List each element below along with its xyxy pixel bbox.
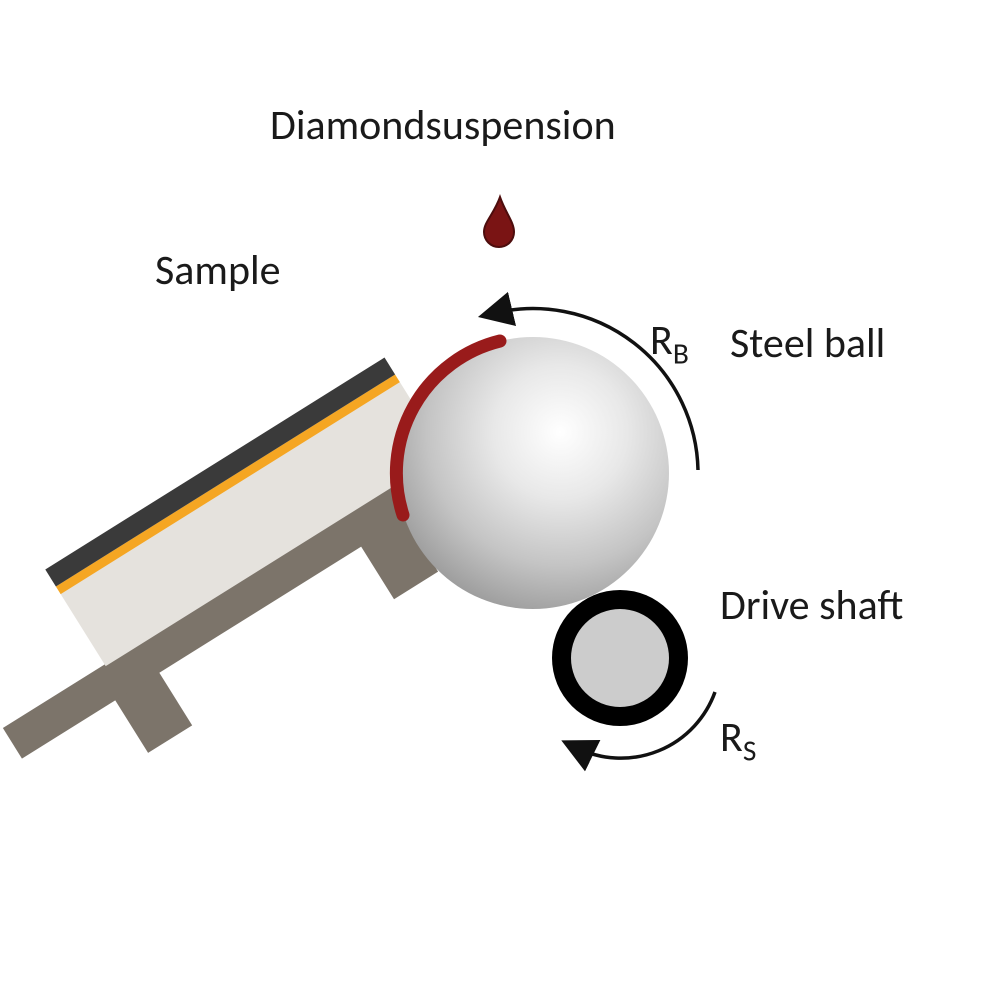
rs-label: RS: [720, 712, 756, 768]
diamondsuspension-label: Diamondsuspension: [270, 100, 616, 151]
steelball-label: Steel ball: [730, 318, 885, 369]
sample-label: Sample: [155, 245, 281, 296]
suspension-drop-icon: [484, 197, 514, 247]
drive-shaft: [552, 590, 688, 726]
driveshaft-label: Drive shaft: [720, 580, 903, 631]
rb-label: RB: [650, 315, 689, 371]
